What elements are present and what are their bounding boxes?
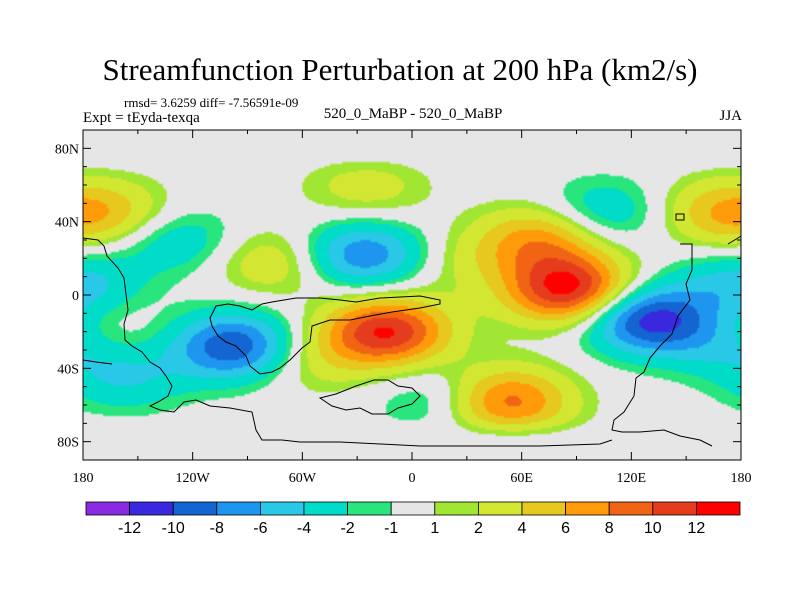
colorbar-swatch <box>390 501 436 516</box>
coastline-africa <box>209 295 441 375</box>
plot-area <box>82 129 742 461</box>
coastline-west-2 <box>83 359 113 365</box>
season-label: JJA <box>719 108 742 124</box>
colorbar-label: 10 <box>644 520 662 537</box>
coastline-island-south <box>318 379 421 415</box>
coastline-north-america <box>83 237 167 377</box>
colorbar-label: 2 <box>474 520 483 537</box>
x-tick-label: 120W <box>176 471 211 486</box>
coastline-asia-australia <box>675 213 685 221</box>
streamfunction-field <box>83 130 741 460</box>
y-axis: 80N 40N 0 40S 80S <box>55 129 741 461</box>
x-tick-label: 120E <box>617 471 647 486</box>
colorbar-swatch <box>696 501 741 516</box>
colorbar: -12 -10 -8 -6 -4 -2 -1 1 2 4 6 8 10 12 <box>85 501 741 537</box>
subtitle-label: 520_0_MaBP - 520_0_MaBP <box>323 106 503 122</box>
colorbar-swatch <box>477 501 523 516</box>
colorbar-label: 12 <box>688 520 706 537</box>
coastlines <box>83 213 741 447</box>
colorbar-swatch <box>172 501 218 516</box>
colorbar-label: -1 <box>384 520 398 537</box>
coastline-east-2 <box>727 235 741 245</box>
colorbar-label: -4 <box>297 520 311 537</box>
x-tick-label: 60E <box>510 471 533 486</box>
experiment-label: Expt = tEyda-texqa <box>83 110 200 126</box>
stats-label: rmsd= 3.6259 diff= -7.56591e-09 <box>124 95 299 110</box>
y-tick-label: 40S <box>57 362 79 377</box>
colorbar-label: -2 <box>340 520 354 537</box>
colorbar-swatch <box>608 501 654 516</box>
x-tick-label: 0 <box>409 471 416 486</box>
colorbar-swatch <box>434 501 479 516</box>
colorbar-label: -10 <box>162 520 185 537</box>
colorbar-label: 1 <box>430 520 439 537</box>
colorbar-swatch <box>216 501 261 516</box>
colorbar-label: 6 <box>561 520 570 537</box>
y-tick-label: 0 <box>72 289 79 304</box>
colorbar-label: 8 <box>605 520 614 537</box>
colorbar-swatch <box>259 501 305 516</box>
colorbar-swatch <box>565 501 610 516</box>
colorbar-swatch <box>303 501 348 516</box>
x-tick-label: 180 <box>73 471 94 486</box>
colorbar-label: -12 <box>118 520 141 537</box>
colorbar-label: -8 <box>210 520 224 537</box>
x-tick-label: 60W <box>289 471 317 486</box>
colorbar-swatch <box>129 501 174 516</box>
colorbar-swatch <box>521 501 566 516</box>
y-tick-label: 80S <box>57 436 79 451</box>
y-tick-label: 80N <box>55 142 79 157</box>
colorbar-swatch <box>347 501 392 516</box>
colorbar-label: 4 <box>518 520 527 537</box>
y-tick-label: 40N <box>55 216 79 231</box>
coastline-south-america <box>148 375 613 447</box>
colorbar-label: -6 <box>253 520 267 537</box>
colorbar-swatch <box>85 501 130 516</box>
x-tick-label: 180 <box>731 471 752 486</box>
x-axis: 180 120W 60W 0 60E 120E 180 <box>73 130 752 486</box>
coastline-east <box>611 243 713 447</box>
colorbar-swatch <box>652 501 697 516</box>
chart-title: Streamfunction Perturbation at 200 hPa (… <box>102 52 698 87</box>
